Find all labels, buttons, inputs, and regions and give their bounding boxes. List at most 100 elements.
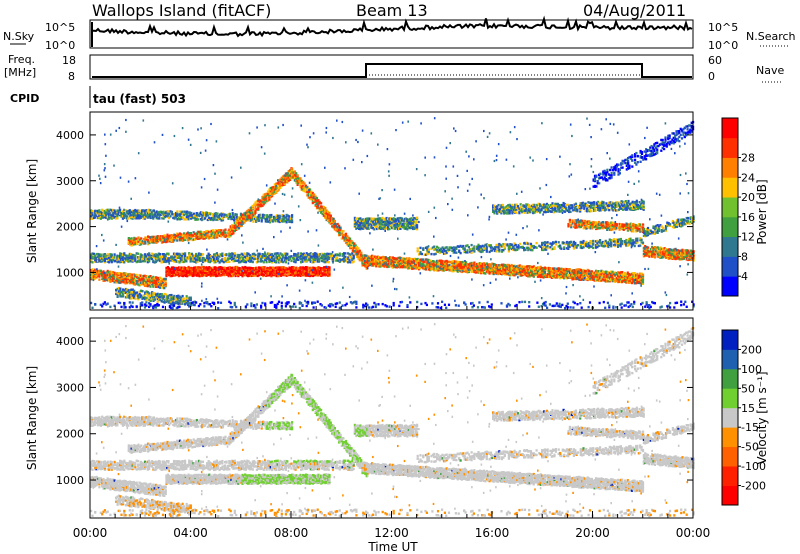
heatmap-cell xyxy=(385,216,388,220)
heatmap-cell xyxy=(355,248,359,252)
heatmap-cell xyxy=(407,222,410,225)
heatmap-cell xyxy=(369,262,372,265)
heatmap-cell xyxy=(124,214,127,218)
heatmap-cell xyxy=(195,274,198,277)
heatmap-cell xyxy=(161,278,165,282)
heatmap-cell xyxy=(431,263,434,266)
heatmap-cell xyxy=(448,268,451,272)
heatmap-cell xyxy=(160,300,163,303)
heatmap-cell xyxy=(358,259,361,262)
heatmap-cell xyxy=(315,205,319,208)
heatmap-cell xyxy=(174,296,177,299)
heatmap-cell xyxy=(248,266,251,269)
heatmap-cell xyxy=(489,267,493,270)
heatmap-cell xyxy=(280,274,283,277)
heatmap-cell xyxy=(276,186,279,189)
heatmap-cell xyxy=(271,266,274,269)
heatmap-cell xyxy=(284,261,287,264)
heatmap-cell xyxy=(351,261,354,264)
heatmap-cell xyxy=(236,223,239,226)
heatmap-cell xyxy=(322,272,326,276)
heatmap-cell xyxy=(383,257,386,260)
heatmap-cell xyxy=(210,254,213,258)
heatmap-cell xyxy=(119,252,122,255)
heatmap-cell xyxy=(448,260,451,263)
heatmap-cell xyxy=(415,265,418,268)
heatmap-cell xyxy=(224,253,227,256)
heatmap-cell xyxy=(277,256,281,259)
heatmap-cell xyxy=(311,191,314,195)
heatmap-cell xyxy=(283,178,286,181)
heatmap-cell xyxy=(378,218,381,222)
heatmap-cell xyxy=(109,277,112,280)
heatmap-cell xyxy=(322,211,325,214)
heatmap-cell xyxy=(123,257,126,260)
heatmap-cell xyxy=(167,296,170,299)
heatmap-cell xyxy=(366,261,370,265)
heatmap-cell xyxy=(342,255,346,258)
heatmap-cell xyxy=(392,220,395,223)
heatmap-cell xyxy=(134,237,137,240)
heatmap-cell xyxy=(403,225,406,229)
heatmap-cell xyxy=(237,221,241,224)
heatmap-cell xyxy=(184,260,187,263)
heatmap-cell xyxy=(163,254,166,258)
heatmap-cell xyxy=(309,252,312,255)
heatmap-cell xyxy=(292,269,295,272)
heatmap-cell xyxy=(327,255,330,258)
heatmap-cell xyxy=(141,280,144,283)
heatmap-cell xyxy=(344,237,348,240)
heatmap-cell xyxy=(188,253,191,256)
heatmap-cell xyxy=(291,257,294,260)
heatmap-cell xyxy=(391,219,394,222)
heatmap-cell xyxy=(251,204,254,208)
heatmap-cell xyxy=(170,293,173,297)
heatmap-cell xyxy=(201,253,205,256)
heatmap-cell xyxy=(349,253,352,256)
heatmap-cell xyxy=(313,200,316,204)
heatmap-cell xyxy=(314,203,317,206)
heatmap-cell xyxy=(289,174,292,177)
heatmap-cell xyxy=(311,253,314,256)
heatmap-cell xyxy=(121,212,124,215)
heatmap-cell xyxy=(496,272,499,276)
heatmap-cell xyxy=(215,259,218,263)
heatmap-cell xyxy=(288,266,291,269)
heatmap-cell xyxy=(221,217,225,220)
heatmap-cell xyxy=(149,236,152,239)
heatmap-cell xyxy=(463,265,466,268)
heatmap-cell xyxy=(203,235,206,238)
heatmap-cell xyxy=(351,249,354,252)
heatmap-cell xyxy=(189,302,192,305)
heatmap-cell xyxy=(269,190,272,193)
heatmap-cell xyxy=(339,231,342,234)
heatmap-cell xyxy=(451,269,454,273)
heatmap-cell xyxy=(317,202,320,205)
heatmap-cell xyxy=(205,214,208,217)
heatmap-cell xyxy=(144,239,147,243)
heatmap-cell xyxy=(277,254,281,257)
heatmap-cell xyxy=(131,239,134,242)
heatmap-cell xyxy=(485,270,488,273)
heatmap-cell xyxy=(180,270,183,274)
heatmap-cell xyxy=(300,181,303,184)
heatmap-cell xyxy=(154,280,158,283)
heatmap-cell xyxy=(320,205,323,208)
heatmap-cell xyxy=(91,256,94,259)
heatmap-cell xyxy=(105,209,108,212)
heatmap-cell xyxy=(215,212,218,215)
heatmap-cell xyxy=(553,276,556,279)
heatmap-cell xyxy=(351,253,354,256)
heatmap-cell xyxy=(524,266,527,269)
heatmap-cell xyxy=(367,217,370,220)
heatmap-cell xyxy=(234,216,237,220)
heatmap-cell xyxy=(190,215,193,218)
heatmap-cell xyxy=(102,256,105,260)
heatmap-cell xyxy=(398,221,401,225)
heatmap-cell xyxy=(280,266,283,269)
heatmap-cell xyxy=(389,260,392,263)
heatmap-cell xyxy=(140,243,143,246)
heatmap-cell xyxy=(120,281,123,284)
heatmap-cell xyxy=(188,238,191,241)
heatmap-cell xyxy=(263,270,266,273)
